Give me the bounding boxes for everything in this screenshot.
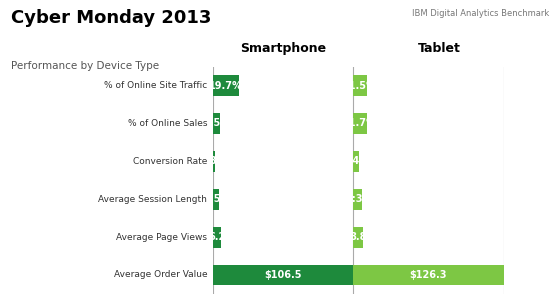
Text: 8.8: 8.8 bbox=[349, 232, 367, 242]
Text: Cyber Monday 2013: Cyber Monday 2013 bbox=[11, 9, 212, 27]
Text: 5.5%: 5.5% bbox=[203, 118, 230, 128]
Text: 6.2: 6.2 bbox=[208, 232, 226, 242]
Bar bbox=[353, 75, 367, 96]
Text: IBM Digital Analytics Benchmark: IBM Digital Analytics Benchmark bbox=[412, 9, 549, 18]
Bar bbox=[353, 227, 363, 248]
Text: Tablet: Tablet bbox=[418, 42, 461, 55]
Text: $126.3: $126.3 bbox=[410, 270, 447, 280]
Bar bbox=[213, 227, 221, 248]
Text: Conversion Rate: Conversion Rate bbox=[133, 157, 207, 166]
Text: 4:50: 4:50 bbox=[204, 194, 228, 204]
Text: 11.5%: 11.5% bbox=[343, 81, 376, 91]
Text: 19.7%: 19.7% bbox=[209, 81, 242, 91]
Bar bbox=[353, 151, 360, 172]
Text: % of Online Sales: % of Online Sales bbox=[128, 119, 207, 128]
Bar bbox=[213, 113, 220, 134]
Text: % of Online Site Traffic: % of Online Site Traffic bbox=[104, 81, 207, 90]
Text: 1.8%: 1.8% bbox=[200, 156, 227, 166]
Text: 7:39: 7:39 bbox=[346, 194, 370, 204]
Text: Average Order Value: Average Order Value bbox=[114, 271, 207, 279]
Bar bbox=[213, 75, 239, 96]
Bar bbox=[353, 265, 504, 285]
Text: Average Page Views: Average Page Views bbox=[116, 233, 207, 241]
Bar bbox=[213, 189, 219, 210]
Text: $106.5: $106.5 bbox=[264, 270, 301, 280]
Bar bbox=[353, 113, 367, 134]
Bar bbox=[213, 151, 215, 172]
Text: 11.7%: 11.7% bbox=[343, 118, 377, 128]
Text: Performance by Device Type: Performance by Device Type bbox=[11, 61, 160, 71]
Text: 5.4%: 5.4% bbox=[343, 156, 370, 166]
Text: Average Session Length: Average Session Length bbox=[99, 195, 207, 204]
Text: Smartphone: Smartphone bbox=[240, 42, 326, 55]
Bar bbox=[213, 265, 353, 285]
Bar bbox=[353, 189, 362, 210]
